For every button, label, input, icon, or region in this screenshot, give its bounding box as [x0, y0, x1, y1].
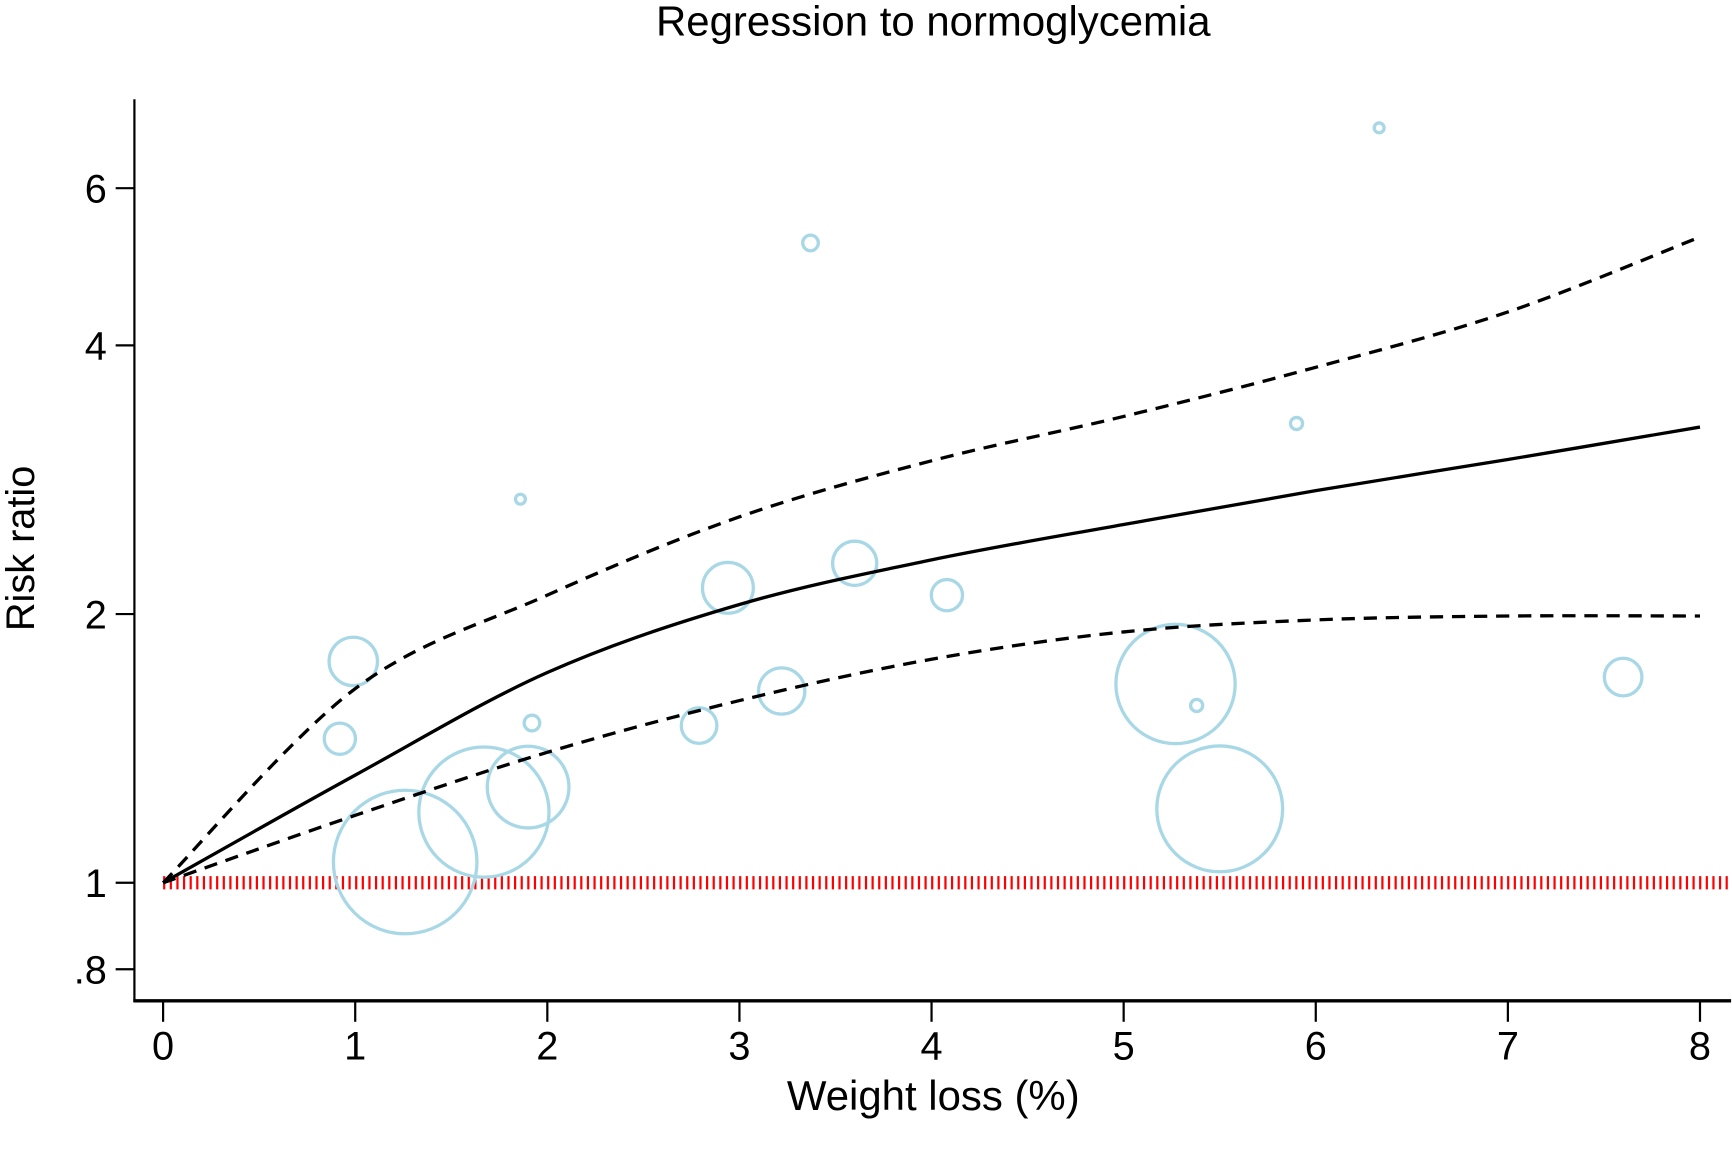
- x-tick-label: 1: [344, 1024, 366, 1068]
- x-tick-label: 2: [536, 1024, 558, 1068]
- y-tick-label: 2: [85, 593, 107, 637]
- y-axis-label: Risk ratio: [0, 466, 43, 632]
- y-tick-label: 4: [85, 325, 107, 369]
- study-bubble: [1155, 744, 1285, 874]
- study-bubble: [417, 745, 551, 879]
- study-bubble: [1114, 622, 1237, 746]
- study-bubble: [679, 706, 719, 746]
- x-axis-label: Weight loss (%): [787, 1072, 1080, 1119]
- study-bubble: [801, 233, 820, 253]
- study-bubble: [327, 635, 380, 688]
- study-bubble: [756, 666, 807, 716]
- study-bubble: [322, 721, 358, 756]
- study-bubble: [485, 744, 571, 830]
- study-bubble: [513, 492, 528, 506]
- y-tick-label: .8: [74, 949, 107, 993]
- fitted-curve: [162, 425, 1701, 885]
- y-tick-label: 1: [85, 862, 107, 906]
- plot-area: 0 1 2 3 4 5 6 7 8 .8 1 2 4 6: [74, 99, 1732, 1068]
- x-tick-label: 4: [920, 1024, 942, 1068]
- study-bubble: [1188, 697, 1205, 714]
- x-tick-label: 6: [1305, 1024, 1327, 1068]
- study-bubble: [700, 560, 755, 615]
- x-tick-label: 5: [1113, 1024, 1135, 1068]
- lower-ci-curve: [162, 614, 1700, 885]
- study-bubble: [522, 713, 542, 733]
- x-tick-label: 8: [1689, 1024, 1711, 1068]
- y-tick-label: 6: [85, 168, 107, 212]
- study-bubble: [1602, 656, 1644, 698]
- study-bubble: [1288, 415, 1305, 432]
- study-bubble: [1372, 121, 1386, 135]
- chart-title: Regression to normoglycemia: [656, 0, 1211, 44]
- study-bubble: [830, 539, 879, 588]
- study-bubble: [929, 577, 965, 613]
- x-tick-label: 3: [728, 1024, 750, 1068]
- x-tick-label: 0: [152, 1024, 174, 1068]
- x-tick-label: 7: [1497, 1024, 1519, 1068]
- upper-ci-curve: [161, 235, 1701, 884]
- study-bubble: [331, 788, 479, 936]
